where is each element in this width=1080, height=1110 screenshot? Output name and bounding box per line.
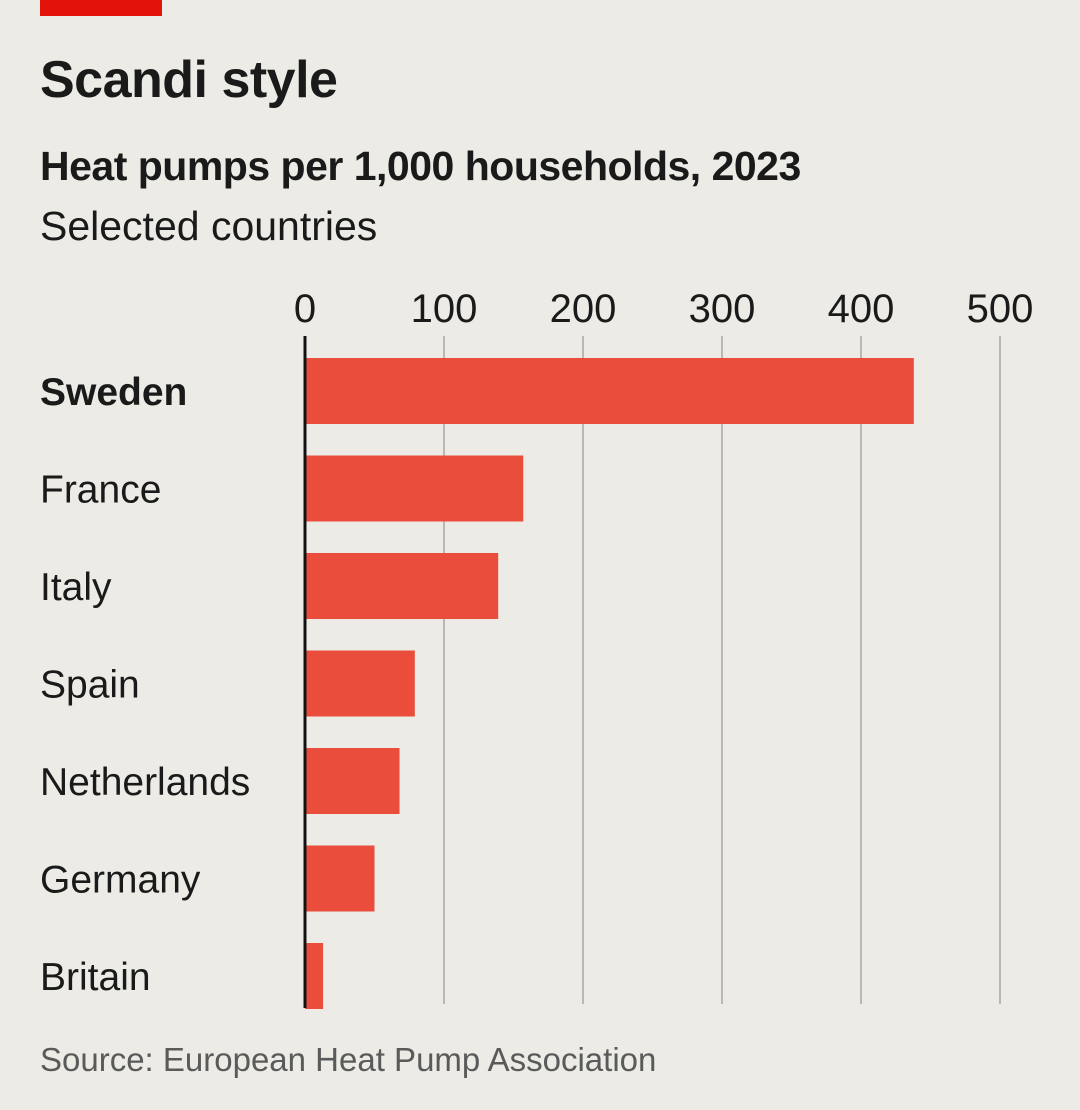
x-tick-label-500: 500 (967, 287, 1034, 331)
category-label-france: France (40, 469, 161, 512)
x-axis-ticks: 0 100 200 300 400 500 (294, 287, 1034, 331)
x-tick-label-0: 0 (294, 287, 316, 331)
bar-sweden (305, 358, 914, 424)
category-labels: Sweden France Italy Spain Netherlands Germany… (40, 371, 250, 999)
category-label-sweden: Sweden (40, 371, 187, 414)
category-label-spain: Spain (40, 664, 140, 707)
gridlines (443, 336, 1001, 1004)
bars (305, 358, 914, 1009)
category-label-germany: Germany (40, 859, 201, 902)
category-label-netherlands: Netherlands (40, 761, 250, 804)
x-tick-label-400: 400 (828, 287, 895, 331)
chart-subtitle: Heat pumps per 1,000 households, 2023 (40, 143, 801, 189)
x-tick-label-200: 200 (550, 287, 617, 331)
category-label-britain: Britain (40, 956, 151, 999)
bar-netherlands (305, 748, 400, 814)
bar-france (305, 455, 524, 522)
category-label-italy: Italy (40, 566, 112, 609)
bar-italy (305, 553, 499, 619)
source-note: Source: European Heat Pump Association (40, 1041, 657, 1078)
bar-spain (305, 650, 415, 717)
bar-britain (305, 943, 324, 1009)
brand-accent-tag (40, 0, 162, 16)
x-tick-label-100: 100 (411, 287, 478, 331)
chart-subsubtitle: Selected countries (40, 203, 378, 249)
x-tick-label-300: 300 (689, 287, 756, 331)
bar-germany (305, 845, 375, 912)
chart-title: Scandi style (40, 51, 338, 109)
